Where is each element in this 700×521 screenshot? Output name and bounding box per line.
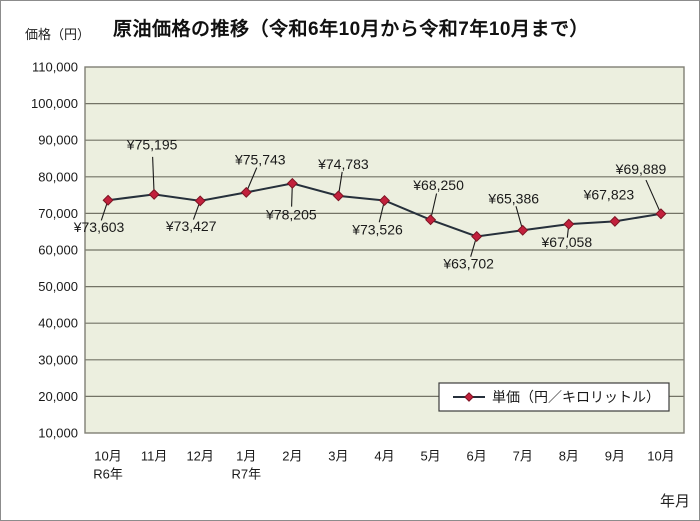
x-tick-label: 3月 bbox=[328, 449, 348, 464]
y-tick-label: 110,000 bbox=[32, 60, 78, 75]
x-tick-label: 11月 bbox=[141, 449, 168, 464]
y-tick-label: 100,000 bbox=[31, 96, 78, 111]
x-tick-label: 10月 bbox=[94, 449, 121, 464]
data-label-leader bbox=[152, 156, 155, 195]
data-label: ¥75,195 bbox=[126, 136, 178, 152]
y-tick-label: 30,000 bbox=[38, 352, 78, 367]
data-point-marker bbox=[240, 186, 252, 198]
y-tick-label: 70,000 bbox=[38, 206, 78, 221]
data-point-marker bbox=[471, 230, 483, 242]
x-tick-label: 6月 bbox=[467, 449, 487, 464]
data-point-marker bbox=[378, 194, 391, 207]
x-axis-year-label: R6年 bbox=[93, 467, 123, 482]
x-tick-label: 12月 bbox=[186, 449, 213, 464]
y-tick-label: 90,000 bbox=[38, 133, 78, 148]
data-point-marker bbox=[655, 208, 667, 220]
data-label: ¥67,058 bbox=[541, 234, 593, 250]
data-point-marker bbox=[194, 195, 206, 207]
x-axis-year-label: R7年 bbox=[231, 467, 261, 482]
y-tick-label: 80,000 bbox=[38, 169, 78, 184]
x-tick-label: 9月 bbox=[605, 449, 625, 464]
data-point-marker bbox=[563, 218, 575, 230]
data-label: ¥73,427 bbox=[165, 218, 217, 234]
data-label-leader bbox=[245, 167, 258, 193]
data-label: ¥75,743 bbox=[234, 151, 286, 167]
data-point-marker bbox=[425, 214, 437, 226]
data-label-leader bbox=[645, 179, 662, 215]
data-label: ¥74,783 bbox=[317, 156, 369, 172]
data-point-marker bbox=[609, 215, 621, 227]
plot-area-border bbox=[84, 66, 685, 434]
data-point-marker bbox=[286, 177, 298, 189]
data-label: ¥73,603 bbox=[73, 219, 125, 235]
y-tick-label: 40,000 bbox=[38, 316, 78, 331]
x-tick-label: 8月 bbox=[559, 449, 579, 464]
y-tick-label: 50,000 bbox=[38, 279, 78, 294]
data-label: ¥63,702 bbox=[442, 255, 494, 271]
x-tick-label: 2月 bbox=[282, 449, 302, 464]
x-axis-title: 年月 bbox=[659, 493, 690, 510]
data-label: ¥68,250 bbox=[412, 177, 464, 193]
legend: 単価（円／キロリットル） bbox=[438, 382, 670, 412]
data-point-marker bbox=[102, 194, 114, 206]
x-tick-label: 7月 bbox=[513, 449, 533, 464]
x-tick-label: 10月 bbox=[647, 449, 674, 464]
legend-label: 単価（円／キロリットル） bbox=[492, 389, 660, 405]
data-label: ¥65,386 bbox=[487, 190, 539, 206]
data-label: ¥67,823 bbox=[583, 186, 635, 202]
data-point-marker bbox=[148, 188, 160, 200]
x-tick-label: 4月 bbox=[374, 449, 394, 464]
x-tick-label: 5月 bbox=[420, 449, 440, 464]
y-tick-label: 10,000 bbox=[38, 426, 78, 441]
y-tick-label: 20,000 bbox=[38, 389, 78, 404]
data-label: ¥69,889 bbox=[615, 161, 667, 177]
x-tick-label: 1月 bbox=[236, 449, 256, 464]
data-label: ¥78,205 bbox=[265, 206, 317, 222]
y-tick-label: 60,000 bbox=[38, 243, 78, 258]
legend-marker-sample bbox=[464, 392, 474, 402]
chart-title: 原油価格の推移（令和6年10月から令和7年10月まで） bbox=[113, 19, 589, 40]
data-point-marker bbox=[517, 224, 529, 236]
y-axis-title: 価格（円） bbox=[25, 27, 91, 42]
data-label: ¥73,526 bbox=[351, 221, 403, 237]
data-point-marker bbox=[332, 190, 344, 202]
